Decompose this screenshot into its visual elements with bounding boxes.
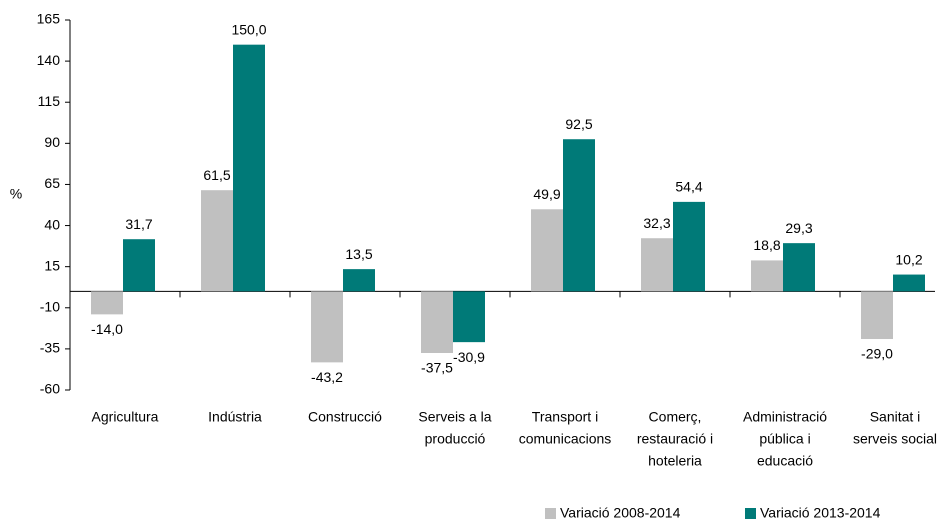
bar	[751, 260, 783, 292]
bar	[453, 291, 485, 343]
data-label: -14,0	[91, 321, 123, 337]
bar	[563, 139, 595, 292]
legend-label: Variació 2008-2014	[560, 505, 681, 521]
data-label: -43,2	[311, 369, 343, 385]
data-label: 92,5	[565, 116, 592, 132]
y-tick-label: 65	[44, 175, 60, 191]
data-label: 150,0	[231, 21, 266, 37]
x-tick-label: Transport i	[532, 409, 598, 425]
legend-swatch	[745, 508, 756, 519]
x-tick-label: restauració i	[637, 431, 713, 447]
bar	[91, 291, 123, 315]
y-tick-label: 90	[44, 134, 60, 150]
y-tick-label: -35	[40, 340, 60, 356]
bar	[233, 44, 265, 292]
data-label: 32,3	[643, 215, 670, 231]
data-label: 31,7	[125, 216, 152, 232]
y-tick-label: 40	[44, 216, 60, 232]
data-label: 61,5	[203, 167, 230, 183]
y-tick-label: 115	[38, 93, 61, 109]
x-tick-label: serveis social	[853, 431, 937, 447]
bar	[201, 190, 233, 292]
bar	[641, 238, 673, 292]
x-tick-label: pública i	[759, 431, 810, 447]
data-label: -30,9	[453, 349, 485, 365]
x-tick-label: educació	[757, 453, 813, 469]
y-axis-label: %	[10, 186, 22, 202]
data-label: -29,0	[861, 346, 893, 362]
data-label: 29,3	[785, 220, 812, 236]
data-label: 13,5	[345, 246, 372, 262]
bar	[531, 209, 563, 292]
y-tick-label: 15	[44, 257, 60, 273]
y-tick-label: 165	[37, 11, 61, 27]
data-label: 49,9	[533, 186, 560, 202]
x-tick-label: hoteleria	[648, 453, 702, 469]
x-tick-label: Agricultura	[92, 409, 159, 425]
x-tick-label: Comerç,	[649, 409, 702, 425]
x-tick-label: Construcció	[308, 409, 382, 425]
bar	[421, 291, 453, 353]
bar	[123, 239, 155, 292]
data-label: 10,2	[895, 251, 922, 267]
x-tick-label: Serveis a la	[418, 409, 491, 425]
data-label: 54,4	[675, 179, 702, 195]
y-tick-label: 140	[37, 52, 61, 68]
data-label: -37,5	[421, 360, 453, 376]
x-tick-label: Administració	[743, 409, 827, 425]
data-label: 18,8	[753, 237, 780, 253]
legend-swatch	[545, 508, 556, 519]
legend-label: Variació 2013-2014	[760, 505, 881, 521]
x-tick-label: Indústria	[208, 409, 262, 425]
y-tick-label: -10	[40, 298, 60, 314]
bar	[343, 269, 375, 292]
bar	[311, 291, 343, 363]
y-tick-label: -60	[40, 381, 60, 397]
x-tick-label: comunicacions	[519, 431, 612, 447]
x-tick-label: producció	[425, 431, 486, 447]
bar	[673, 201, 705, 292]
x-tick-label: Sanitat i	[870, 409, 921, 425]
bar	[861, 291, 893, 340]
bar	[893, 274, 925, 292]
bar	[783, 243, 815, 292]
